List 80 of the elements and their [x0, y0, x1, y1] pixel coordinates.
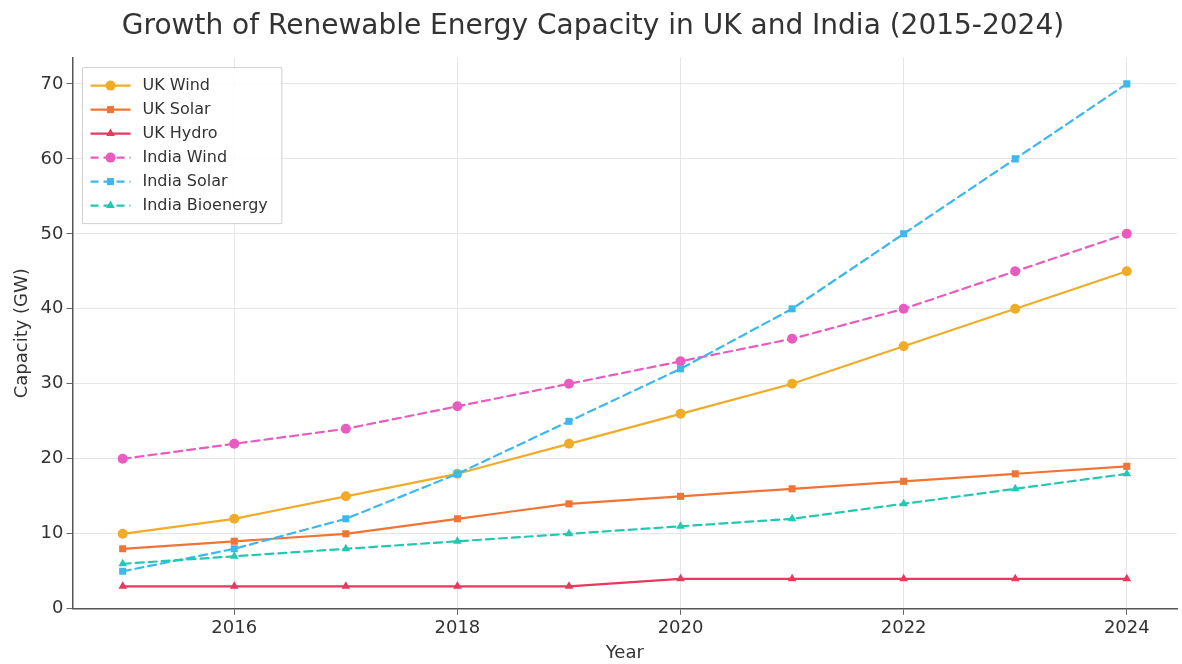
point	[898, 341, 909, 352]
point	[900, 477, 908, 485]
point	[1010, 303, 1021, 314]
x-tick-label: 2022	[880, 616, 927, 638]
point	[563, 438, 574, 449]
x-tick-label: 2016	[211, 616, 258, 638]
point	[118, 558, 128, 567]
y-tick-label: 50	[40, 221, 64, 243]
legend-label: UK Wind	[142, 74, 210, 94]
chart-title: Growth of Renewable Energy Capacity in UK and India (2015-2024)	[121, 8, 1065, 42]
point	[453, 581, 462, 589]
point	[119, 545, 127, 553]
point	[452, 401, 463, 412]
point	[1010, 266, 1021, 277]
point	[1011, 470, 1019, 478]
x-tick-label: 2020	[657, 616, 704, 638]
point	[787, 333, 798, 344]
point	[675, 408, 686, 419]
point	[677, 365, 685, 373]
y-tick-label: 20	[40, 446, 64, 468]
point	[340, 423, 351, 434]
point	[899, 498, 908, 507]
point	[340, 491, 351, 502]
point	[564, 528, 574, 537]
point	[230, 537, 238, 545]
y-tick-label: 30	[40, 371, 64, 393]
point	[1010, 483, 1020, 492]
legend-label: UK Solar	[142, 98, 211, 118]
point	[788, 485, 796, 493]
point	[118, 581, 128, 589]
point	[229, 551, 239, 559]
point	[1121, 228, 1132, 239]
legend-label: India Solar	[142, 170, 229, 190]
point	[342, 530, 350, 538]
point	[1010, 573, 1020, 582]
legend-label: India Bioenergy	[142, 194, 268, 214]
point	[1123, 80, 1131, 88]
point	[1122, 573, 1132, 582]
point	[1121, 266, 1132, 277]
point	[229, 438, 240, 449]
point	[898, 303, 909, 314]
point	[1011, 155, 1019, 163]
point	[453, 515, 461, 523]
point	[1122, 468, 1132, 477]
y-tick-label: 10	[40, 521, 64, 543]
point	[676, 573, 685, 582]
point	[341, 543, 351, 552]
point	[787, 378, 798, 389]
y-tick-label: 0	[52, 596, 64, 618]
point	[563, 378, 574, 389]
y-tick-label: 60	[40, 146, 64, 168]
x-tick-label: 2018	[434, 616, 481, 638]
point	[899, 573, 908, 582]
point	[230, 545, 238, 553]
point	[1123, 462, 1131, 470]
point	[341, 581, 351, 589]
point	[342, 515, 350, 523]
x-axis-title: Year	[604, 640, 645, 662]
point	[117, 528, 128, 539]
point	[117, 453, 128, 464]
point	[564, 581, 574, 589]
point	[676, 521, 685, 529]
x-tick-label: 2024	[1103, 616, 1150, 638]
point	[787, 573, 797, 582]
point	[453, 536, 462, 544]
point	[229, 581, 239, 589]
y-tick-label: 70	[40, 71, 64, 93]
point	[900, 230, 908, 238]
legend-label: India Wind	[142, 146, 228, 166]
point	[675, 356, 686, 367]
point	[677, 492, 685, 500]
point	[787, 513, 797, 522]
y-tick-label: 40	[40, 296, 64, 318]
point	[119, 567, 127, 575]
point	[229, 513, 240, 524]
point	[565, 500, 573, 508]
legend-label: UK Hydro	[142, 122, 218, 142]
y-axis-title: Capacity (GW)	[10, 268, 32, 399]
point	[565, 417, 573, 425]
point	[788, 305, 796, 313]
